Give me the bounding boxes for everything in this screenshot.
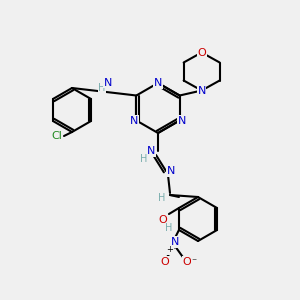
Text: H: H <box>98 83 106 93</box>
Text: O: O <box>197 47 206 58</box>
Text: N: N <box>154 78 162 88</box>
Text: ⁻: ⁻ <box>191 257 196 267</box>
Text: O: O <box>160 257 169 267</box>
Text: N: N <box>171 237 179 247</box>
Text: O: O <box>159 215 167 225</box>
Text: H: H <box>165 223 172 233</box>
Text: N: N <box>197 85 206 95</box>
Text: +: + <box>167 245 173 254</box>
Text: O: O <box>183 257 191 267</box>
Text: H: H <box>158 193 166 203</box>
Text: N: N <box>147 146 155 156</box>
Text: N: N <box>130 116 139 125</box>
Text: N: N <box>178 116 186 125</box>
Text: H: H <box>140 154 148 164</box>
Text: N: N <box>167 166 175 176</box>
Text: Cl: Cl <box>52 131 62 141</box>
Text: N: N <box>104 78 112 88</box>
